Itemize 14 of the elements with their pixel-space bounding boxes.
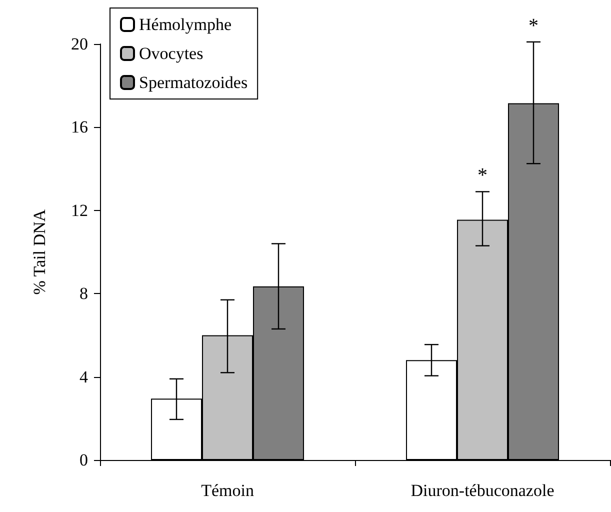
legend-label: Spermatozoides (139, 73, 248, 92)
x-tick-label: Diuron-tébuconazole (410, 481, 554, 500)
x-tick-label: Témoin (201, 481, 254, 500)
y-tick-label: 12 (71, 200, 88, 220)
legend-label: Ovocytes (139, 44, 204, 63)
text: * (528, 14, 538, 37)
y-tick-label: 0 (80, 450, 88, 470)
legend-label: Hémolymphe (139, 15, 232, 34)
y-tick-label: 16 (71, 118, 88, 137)
y-tick-label: 20 (71, 34, 88, 54)
y-tick-label: 8 (80, 284, 88, 304)
y-tick-label: 4 (80, 367, 88, 386)
annotation: * (478, 164, 488, 187)
y-axis-title: % Tail DNA (30, 208, 49, 295)
